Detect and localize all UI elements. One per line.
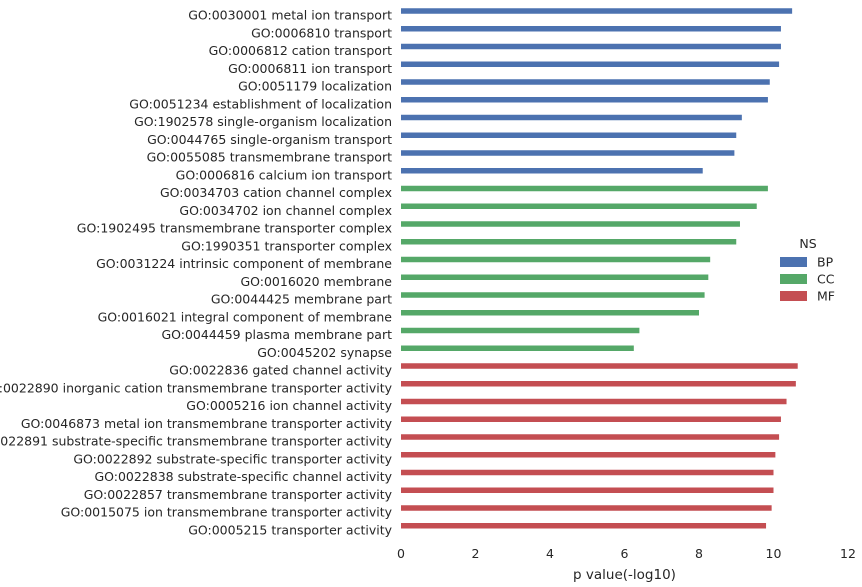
category-label: GO:1902578 single-organism localization bbox=[134, 114, 392, 129]
category-label: GO:0005215 transporter activity bbox=[188, 522, 392, 537]
category-label: GO:0051179 localization bbox=[238, 79, 392, 94]
category-label: GO:0051234 establishment of localization bbox=[129, 96, 392, 111]
bar-mf bbox=[401, 416, 781, 422]
category-label: GO:0005216 ion channel activity bbox=[186, 398, 392, 413]
bar-mf bbox=[401, 487, 774, 493]
bar-cc bbox=[401, 292, 705, 298]
x-axis-ticks: 0 2 4 6 8 10 12 bbox=[397, 546, 856, 561]
legend-label-mf: MF bbox=[817, 289, 835, 304]
category-label: GO:0044765 single-organism transport bbox=[147, 132, 392, 147]
bar-bp bbox=[401, 132, 737, 138]
bar-cc bbox=[401, 185, 768, 192]
bar-bp bbox=[401, 26, 781, 32]
bar-cc bbox=[401, 221, 740, 227]
bar-bp bbox=[401, 150, 735, 156]
bar-bp bbox=[401, 79, 770, 85]
bar-mf bbox=[401, 523, 767, 529]
bar-mf bbox=[401, 434, 780, 440]
bar-bp bbox=[401, 97, 768, 103]
category-label: GO:0044459 plasma membrane part bbox=[161, 327, 392, 342]
category-label: GO:1902495 transmembrane transporter com… bbox=[77, 221, 392, 236]
category-label: GO:0031224 intrinsic component of membra… bbox=[96, 256, 392, 271]
category-label: GO:0045202 synapse bbox=[257, 345, 392, 360]
category-label: GO:0046873 metal ion transmembrane trans… bbox=[21, 416, 393, 431]
category-labels: GO:0030001 metal ion transport GO:0006810… bbox=[0, 8, 393, 538]
category-label: GO:0022890 inorganic cation transmembran… bbox=[0, 380, 393, 395]
category-label: GO:0022838 substrate-specific channel ac… bbox=[94, 469, 392, 484]
bar-cc bbox=[401, 239, 737, 245]
legend-swatch-cc bbox=[780, 274, 807, 284]
category-label: GO:0006816 calcium ion transport bbox=[176, 167, 392, 182]
x-tick-label: 12 bbox=[840, 546, 856, 561]
bar-mf bbox=[401, 452, 776, 458]
bar-mf bbox=[401, 381, 796, 387]
bar-bp bbox=[401, 61, 780, 67]
bar-cc bbox=[401, 203, 757, 209]
category-label: GO:0015075 ion transmembrane transporter… bbox=[61, 505, 393, 520]
bar-cc bbox=[401, 310, 699, 316]
x-axis-label: p value(-log10) bbox=[573, 567, 676, 583]
category-label: GO:0022892 substrate-specific transporte… bbox=[73, 451, 392, 466]
x-tick-label: 8 bbox=[695, 546, 703, 561]
bar-cc bbox=[401, 345, 634, 351]
category-label: GO:0034702 ion channel complex bbox=[179, 203, 392, 218]
x-tick-label: 2 bbox=[472, 546, 480, 561]
category-label: GO:0016020 membrane bbox=[240, 274, 392, 289]
category-label: GO:0006811 ion transport bbox=[228, 61, 392, 76]
category-label: GO:0006810 transport bbox=[251, 25, 392, 40]
category-label: GO:0022836 gated channel activity bbox=[169, 363, 392, 378]
bar-bp bbox=[401, 168, 703, 174]
bar-mf bbox=[401, 363, 798, 369]
x-tick-label: 10 bbox=[766, 546, 782, 561]
category-label: GO:0022891 substrate-specific transmembr… bbox=[0, 434, 393, 449]
x-tick-label: 0 bbox=[397, 546, 405, 561]
category-label: GO:0006812 cation transport bbox=[209, 43, 392, 58]
bar-cc bbox=[401, 256, 711, 263]
legend-label-cc: CC bbox=[817, 272, 835, 287]
legend: NS BP CC MF bbox=[780, 236, 835, 304]
bar-bp bbox=[401, 43, 781, 50]
legend-swatch-bp bbox=[780, 257, 807, 267]
bar-mf bbox=[401, 469, 774, 476]
category-label: GO:0055085 transmembrane transport bbox=[147, 150, 393, 165]
bars-layer bbox=[401, 8, 798, 529]
legend-swatch-mf bbox=[780, 291, 807, 301]
category-label: GO:0022857 transmembrane transporter act… bbox=[84, 487, 393, 502]
x-tick-label: 6 bbox=[621, 546, 629, 561]
legend-title: NS bbox=[799, 236, 816, 251]
bar-cc bbox=[401, 327, 640, 334]
x-tick-label: 4 bbox=[546, 546, 554, 561]
category-label: GO:0016021 integral component of membran… bbox=[98, 309, 393, 324]
category-label: GO:0044425 membrane part bbox=[211, 292, 392, 307]
bar-bp bbox=[401, 8, 793, 14]
category-label: GO:0030001 metal ion transport bbox=[188, 8, 392, 23]
bar-bp bbox=[401, 114, 742, 121]
bar-mf bbox=[401, 505, 772, 511]
bar-mf bbox=[401, 398, 787, 405]
category-label: GO:0034703 cation channel complex bbox=[160, 185, 392, 200]
category-label: GO:1990351 transporter complex bbox=[181, 238, 392, 253]
legend-label-bp: BP bbox=[817, 255, 834, 270]
bar-cc bbox=[401, 274, 709, 280]
